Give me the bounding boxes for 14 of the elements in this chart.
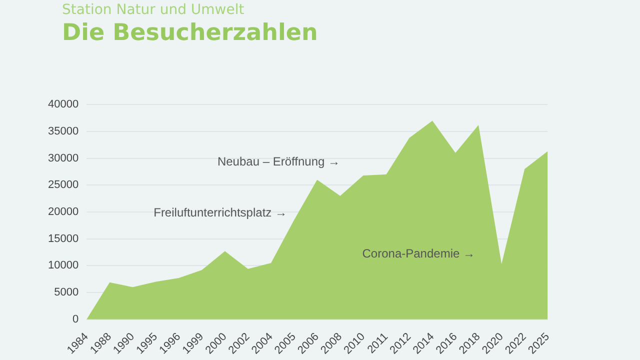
- annotation: Neubau – Eröffnung →: [217, 154, 340, 168]
- y-tick-label: 0: [72, 313, 79, 326]
- chart-subtitle: Station Natur und Umwelt: [62, 2, 244, 18]
- annotation: Freiluftunterrichtsplatz →: [154, 205, 287, 220]
- y-tick-label: 30000: [48, 152, 79, 164]
- chart-title: Die Besucherzahlen: [62, 20, 318, 46]
- annotation: Corona-Pandemie →: [362, 246, 475, 260]
- y-tick-label: 20000: [48, 206, 79, 218]
- y-tick-label: 10000: [48, 260, 79, 272]
- y-tick-label: 35000: [48, 125, 79, 138]
- y-tick-label: 25000: [48, 179, 79, 192]
- y-tick-label: 5000: [54, 286, 79, 299]
- y-tick-label: 40000: [48, 98, 79, 111]
- y-tick-label: 15000: [48, 232, 79, 245]
